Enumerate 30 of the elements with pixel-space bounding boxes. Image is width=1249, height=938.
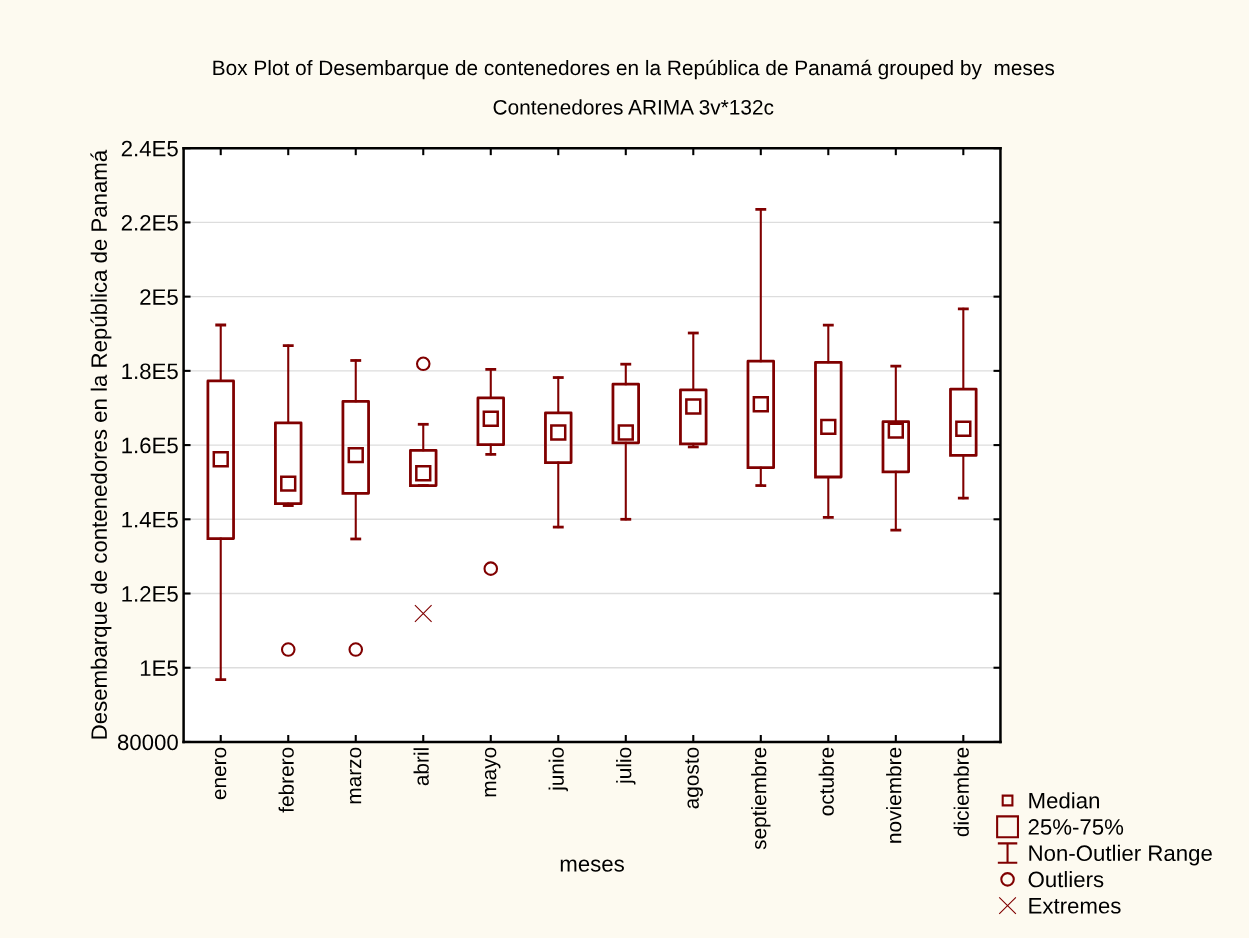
y-tick-label: 1.6E5	[122, 437, 178, 454]
legend-label: Extremes	[1029, 898, 1121, 914]
x-tick-label: junio	[548, 747, 568, 792]
x-tick-label: marzo	[349, 747, 362, 804]
chart-subtitle: Contenedores ARIMA 3v*132c	[493, 99, 774, 115]
x-tick-label: mayo	[484, 747, 501, 797]
text: Non-Outlier Range	[1029, 844, 1212, 866]
y-tick-label: 1E5	[140, 660, 178, 677]
y-tick-label: 2E5	[140, 289, 178, 305]
text: 25%-75%	[1028, 819, 1124, 835]
x-tick-label: noviembre	[886, 747, 902, 843]
x-tick-label: julio	[616, 747, 636, 785]
x-tick-label: febrero	[278, 747, 294, 813]
y-tick-label: 2.2E5	[121, 214, 178, 231]
x-tick-label: agosto	[685, 747, 703, 809]
x-tick-label: abril	[413, 748, 429, 786]
text: Median	[1029, 792, 1099, 809]
y-tick-label: 1.4E5	[122, 512, 178, 528]
y-tick-label: 80000	[117, 734, 178, 751]
x-tick-label: diciembre	[953, 747, 969, 837]
y-tick-label: 2.4E5	[121, 140, 178, 157]
x-axis-title: meses	[560, 859, 624, 872]
y-axis-title: Desembarque de contenedores en la República de Panamá	[90, 149, 112, 739]
chart-title: Box Plot of Desembarque de contenedores en la República de Panamá grouped by meses	[213, 59, 1055, 80]
y-tick-label: 1.8E5	[122, 363, 178, 380]
x-tick-label: octubre	[818, 747, 834, 816]
x-tick-label: septiembre	[751, 747, 771, 850]
legend-label: Outliers	[1028, 871, 1104, 888]
y-tick-label: 1.2E5	[122, 586, 178, 602]
x-tick-label: enero	[214, 747, 227, 800]
